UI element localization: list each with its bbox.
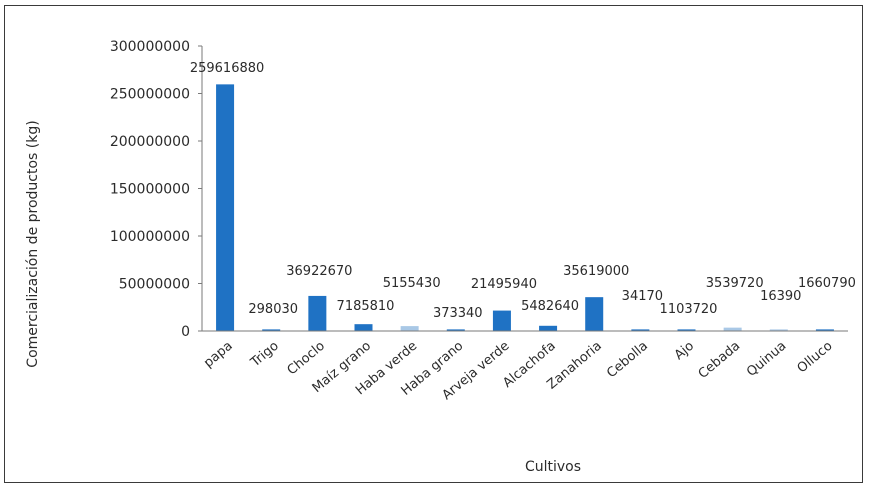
bar (677, 329, 696, 331)
bar (539, 325, 558, 331)
category-label: papa (201, 339, 235, 371)
bar (400, 326, 419, 331)
category-label: Cebolla (604, 339, 651, 382)
data-label: 298030 (248, 302, 298, 317)
bar (308, 295, 327, 331)
bar (262, 329, 281, 331)
bar (492, 310, 511, 331)
data-label: 7185810 (337, 299, 395, 314)
y-tick-label: 0 (181, 324, 190, 340)
data-label: 5482640 (521, 299, 579, 314)
y-tick-label: 50000000 (119, 277, 190, 293)
data-label: 259616880 (190, 61, 264, 76)
y-axis: 0 50000000 100000000 150000000 200000000 2500… (110, 39, 203, 340)
data-label: 3539720 (706, 276, 764, 291)
bar (446, 329, 465, 331)
bar (354, 324, 373, 331)
category-label: Ajo (672, 339, 697, 364)
data-label: 16390 (760, 289, 801, 304)
y-axis-title: Comercialización de productos (kg) (25, 120, 41, 367)
data-label: 34170 (622, 289, 663, 304)
chart-frame (4, 5, 863, 483)
bar (631, 329, 650, 331)
bar (815, 329, 834, 331)
category-label: Quinua (744, 339, 789, 380)
bar (216, 84, 235, 332)
data-label: 35619000 (563, 264, 629, 279)
y-tick-label: 300000000 (110, 39, 190, 55)
y-tick-label: 100000000 (110, 229, 190, 245)
bar (769, 329, 788, 331)
data-label: 1660790 (798, 276, 856, 291)
x-axis-title: Cultivos (525, 459, 581, 475)
y-tick-label: 200000000 (110, 134, 190, 150)
category-label: Trigo (247, 339, 281, 371)
data-label: 21495940 (471, 277, 537, 292)
y-tick-label: 150000000 (110, 182, 190, 198)
category-label: Olluco (795, 339, 836, 377)
y-tick-label: 250000000 (110, 87, 190, 103)
data-label: 36922670 (286, 264, 352, 279)
bar (723, 327, 742, 331)
bar (585, 297, 604, 331)
data-label: 373340 (433, 306, 483, 321)
data-label: 5155430 (383, 276, 441, 291)
category-label: Cebada (696, 339, 744, 382)
data-labels: 259616880 298030 36922670 7185810 5155430 373… (190, 61, 856, 321)
data-label: 1103720 (660, 302, 718, 317)
category-label: Choclo (285, 339, 328, 379)
bars (216, 84, 834, 332)
